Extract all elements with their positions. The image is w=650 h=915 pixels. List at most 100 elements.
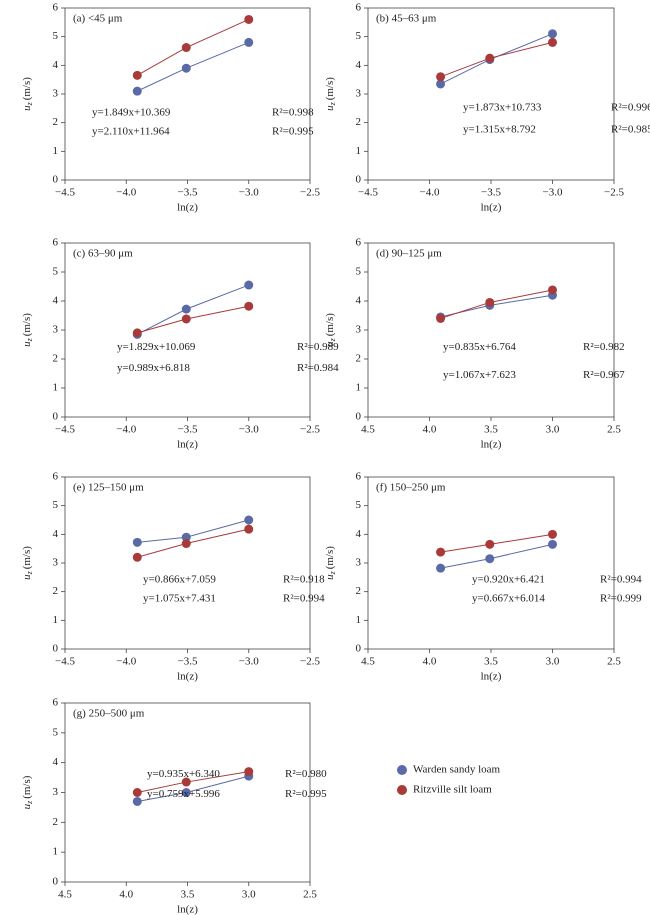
fit-equation: y=0.667x+6.014: [472, 593, 545, 605]
x-tick-label: −3.0: [543, 187, 563, 199]
y-tick-label: 2: [356, 353, 362, 365]
x-tick-label: −3.5: [481, 187, 501, 199]
y-tick-label: 5: [53, 499, 59, 511]
y-label-subscript: z: [25, 337, 34, 342]
y-tick-label: 6: [356, 471, 362, 483]
x-tick-label: 4.0: [119, 889, 133, 901]
y-tick-label: 6: [356, 2, 362, 14]
y-tick-label: 0: [53, 876, 59, 888]
series: [132, 301, 254, 338]
data-point: [548, 29, 557, 39]
data-point: [485, 539, 495, 549]
y-label-subscript: z: [25, 101, 34, 106]
fit-equation: y=0.989x+6.818: [117, 362, 190, 374]
panel: 0 1 2 3 4 5 6 4.5 4.0 3.5 3.0 2.5 ln(z) uz(m/s) (d) 90…: [324, 237, 626, 451]
series-line: [440, 41, 553, 78]
data-point: [244, 37, 254, 47]
fit-equation: y=1.075x+7.431: [143, 593, 216, 605]
y-label-subscript: z: [25, 570, 34, 575]
data-point: [548, 285, 557, 295]
legend-marker: [397, 785, 407, 795]
y-tick-label: 0: [53, 174, 59, 186]
x-tick-label: −4.0: [116, 656, 136, 668]
data-point: [436, 313, 446, 323]
series-line: [137, 41, 249, 92]
x-tick-label: −4.0: [116, 424, 136, 436]
x-axis-label: ln(z): [177, 904, 198, 915]
data-point: [485, 297, 495, 307]
data-point: [181, 788, 191, 797]
x-tick-label: 4.0: [423, 424, 437, 436]
y-tick-label: 1: [53, 145, 59, 157]
legend-marker: [397, 765, 407, 775]
panel-title: (f) 150–250 μm: [376, 482, 446, 494]
x-tick-label: 4.5: [361, 424, 375, 436]
series: [132, 37, 254, 96]
fit-equation: y=1.873x+10.733: [463, 101, 542, 113]
data-point: [244, 14, 254, 24]
y-tick-label: 3: [53, 557, 59, 569]
fit-equation: y=1.067x+7.623: [443, 369, 516, 381]
y-tick-label: 6: [356, 237, 362, 249]
data-point: [181, 314, 191, 324]
y-tick-label: 3: [53, 786, 59, 798]
y-tick-label: 5: [356, 266, 362, 278]
x-tick-label: −3.0: [239, 424, 259, 436]
fit-equation: y=1.315x+8.792: [463, 124, 536, 136]
x-tick-label: −4.5: [358, 187, 378, 199]
fit-r-squared: R²=0.989: [297, 341, 339, 353]
y-tick-label: 3: [53, 324, 59, 336]
y-tick-label: 4: [356, 295, 362, 307]
data-point: [181, 532, 191, 542]
data-point: [181, 777, 191, 787]
fit-r-squared: R²=0.967: [583, 369, 625, 381]
panel-title: (d) 90–125 μm: [376, 248, 442, 260]
series: [436, 285, 557, 323]
y-label-unit: (m/s): [21, 313, 33, 337]
data-point: [436, 79, 446, 89]
fit-r-squared: R²=0.984: [297, 362, 339, 374]
y-tick-label: 0: [53, 411, 59, 423]
series: [132, 524, 254, 562]
series: [132, 767, 254, 797]
x-tick-label: 3.0: [242, 889, 256, 901]
series: [132, 280, 254, 339]
x-tick-label: 2.5: [607, 656, 621, 668]
data-point: [132, 86, 142, 96]
data-point: [132, 537, 142, 547]
legend-label: Warden sandy loam: [413, 764, 501, 776]
y-tick-label: 3: [356, 324, 362, 336]
y-axis-label: uz(m/s): [21, 775, 34, 809]
fit-equation: y=1.849x+10.369: [92, 106, 171, 118]
y-tick-label: 1: [53, 846, 59, 858]
data-point: [244, 515, 254, 525]
y-label-subscript: z: [328, 101, 337, 106]
fit-r-squared: R²=0.994: [283, 593, 325, 605]
x-tick-label: 2.5: [303, 889, 317, 901]
y-tick-label: 3: [356, 557, 362, 569]
data-point: [436, 72, 446, 82]
data-point: [132, 328, 142, 338]
x-tick-label: 4.5: [361, 656, 375, 668]
y-label-symbol: u: [21, 341, 33, 347]
y-label-subscript: z: [25, 800, 34, 805]
series-line: [440, 543, 553, 569]
y-label-symbol: u: [21, 574, 33, 580]
y-tick-label: 2: [53, 353, 59, 365]
y-tick-label: 4: [356, 528, 362, 540]
y-tick-label: 2: [356, 116, 362, 128]
y-tick-label: 0: [356, 174, 362, 186]
series-line: [137, 305, 249, 334]
y-label-symbol: u: [21, 803, 33, 809]
data-point: [436, 547, 446, 557]
fit-equation: y=0.759x+5.996: [147, 788, 220, 800]
panel-title: (a) <45 μm: [73, 13, 123, 25]
y-tick-label: 2: [53, 816, 59, 828]
data-point: [548, 529, 557, 539]
x-tick-label: 3.5: [484, 424, 498, 436]
y-tick-label: 1: [356, 145, 362, 157]
fit-equation: y=1.829x+10.069: [117, 341, 196, 353]
